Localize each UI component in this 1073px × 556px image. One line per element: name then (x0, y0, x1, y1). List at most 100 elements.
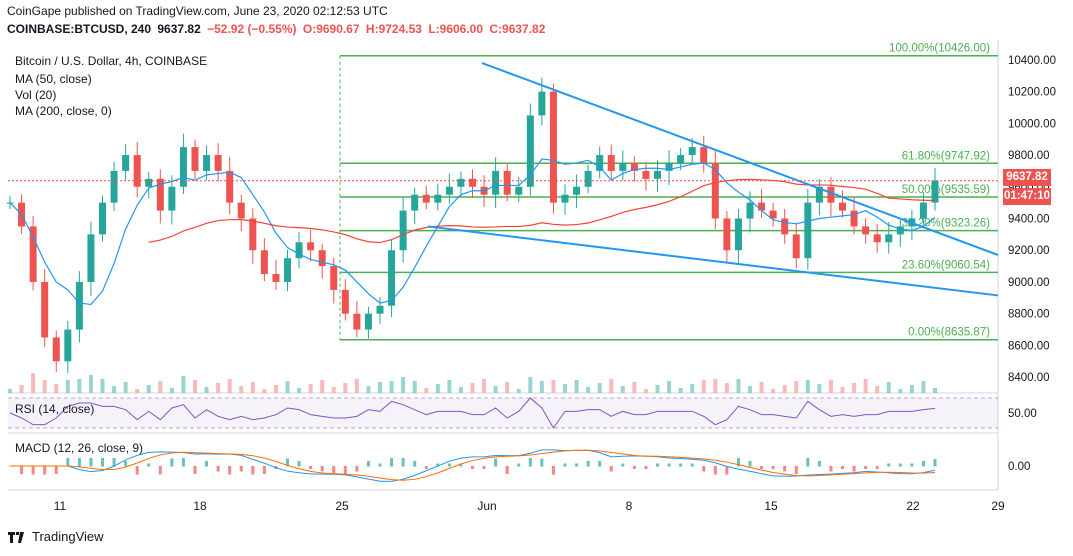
fib-level-label: 50.00%(9535.59) (902, 184, 990, 196)
candle-body (769, 210, 777, 219)
legend-macd: MACD (12, 26, close, 9) (15, 441, 144, 455)
volume-bar (632, 382, 637, 393)
macd-histogram-bar (216, 466, 220, 472)
macd-histogram-bar (193, 466, 197, 474)
fib-level-label: 100.00%(10426.00) (889, 43, 990, 55)
volume-bar (308, 384, 313, 393)
volume-bar (470, 383, 475, 393)
volume-bar (204, 387, 209, 393)
macd-histogram-bar (54, 466, 58, 474)
volume-bar (898, 389, 903, 393)
volume-bar (285, 381, 290, 393)
volume-bar (794, 381, 799, 393)
macd-histogram-bar (239, 466, 243, 472)
candle-body (87, 234, 95, 282)
volume-bar (563, 384, 567, 393)
candle-body (503, 170, 511, 195)
macd-histogram-bar (551, 466, 555, 475)
candle-body (122, 155, 130, 171)
volume-bar (354, 379, 359, 393)
tradingview-footer: TradingView (8, 529, 104, 544)
macd-histogram-bar (390, 458, 394, 467)
volume-bar (435, 384, 440, 393)
macd-histogram-bar (702, 466, 706, 472)
macd-histogram-bar (933, 459, 937, 467)
candle-body (839, 202, 846, 211)
volume-bar (909, 385, 914, 393)
volume-bar (424, 388, 429, 393)
macd-histogram-bar (921, 461, 925, 467)
volume-bar (852, 383, 857, 393)
volume-bar (875, 386, 880, 393)
macd-histogram-bar (309, 466, 313, 469)
countdown-tag: 01:47:10 (1003, 188, 1051, 205)
candle-body (711, 162, 719, 219)
candle-body (619, 162, 627, 171)
volume-bar (528, 377, 533, 393)
candle-body (700, 147, 708, 163)
candle-body (850, 210, 858, 227)
macd-histogram-bar (505, 466, 509, 474)
volume-bar (713, 379, 718, 393)
candle-body (642, 170, 650, 179)
legend-title: Bitcoin / U.S. Dollar, 4h, COINBASE (15, 54, 208, 68)
ma50-line (9, 158, 936, 306)
macd-histogram-bar (910, 463, 914, 467)
price-chart[interactable]: 10400.0010200.0010000.009800.009600.0094… (0, 40, 1073, 525)
candle-body (885, 234, 893, 243)
macd-histogram-bar (806, 458, 810, 467)
y-tick-label: 8400.00 (1008, 372, 1050, 384)
candle-body (75, 281, 83, 330)
candle-body (64, 329, 72, 362)
volume-bar (412, 381, 417, 393)
macd-histogram-bar (841, 466, 844, 469)
macd-histogram-bar (112, 458, 116, 467)
volume-bar (817, 384, 822, 393)
volume-bar (320, 380, 325, 393)
candle-body (411, 194, 419, 211)
volume-bar (158, 381, 163, 393)
macd-histogram-bar (170, 458, 174, 467)
volume-bar (8, 389, 12, 393)
candle-body (364, 313, 372, 330)
high-value: H:9724.53 (365, 22, 422, 36)
y-tick-label: 8800.00 (1008, 309, 1050, 321)
macd-histogram-bar (528, 458, 532, 467)
volume-bar (482, 379, 487, 393)
candle-body (445, 186, 453, 195)
candle-body (538, 91, 546, 116)
macd-histogram-bar (621, 463, 625, 467)
volume-bar (771, 389, 776, 393)
volume-bar (574, 380, 579, 393)
candle-body (677, 155, 685, 163)
candle-body (110, 170, 118, 203)
macd-histogram-bar (413, 461, 417, 467)
footer-brand: TradingView (32, 529, 104, 544)
legend-ma200: MA (200, close, 0) (15, 104, 112, 118)
macd-histogram-bar (343, 466, 347, 474)
y-tick-label: 10000.00 (1008, 118, 1056, 130)
y-tick-label: 9000.00 (1008, 277, 1050, 289)
candle-body (284, 258, 291, 282)
volume-bar (609, 379, 614, 393)
macd-histogram-bar (181, 458, 185, 467)
candle-body (919, 202, 927, 219)
x-tick-label: Jun (477, 499, 496, 513)
candle-body (804, 202, 812, 259)
volume-bar (401, 377, 406, 393)
volume-bar (701, 380, 706, 393)
volume-bar (539, 381, 544, 393)
macd-histogram-bar (251, 466, 255, 475)
macd-histogram-bar (436, 463, 440, 467)
volume-bar (77, 379, 82, 393)
volume-bar (505, 382, 510, 393)
candle-body (249, 218, 257, 251)
x-tick-label: 18 (193, 499, 207, 513)
x-tick-label: 8 (626, 499, 633, 513)
candle-body (896, 226, 904, 235)
fib-level-label: 0.00%(8635.87) (908, 327, 990, 339)
ma200-line (148, 178, 936, 244)
candle-body (815, 186, 823, 203)
volume-bar (378, 382, 382, 393)
open-value: O:9690.67 (302, 22, 360, 36)
